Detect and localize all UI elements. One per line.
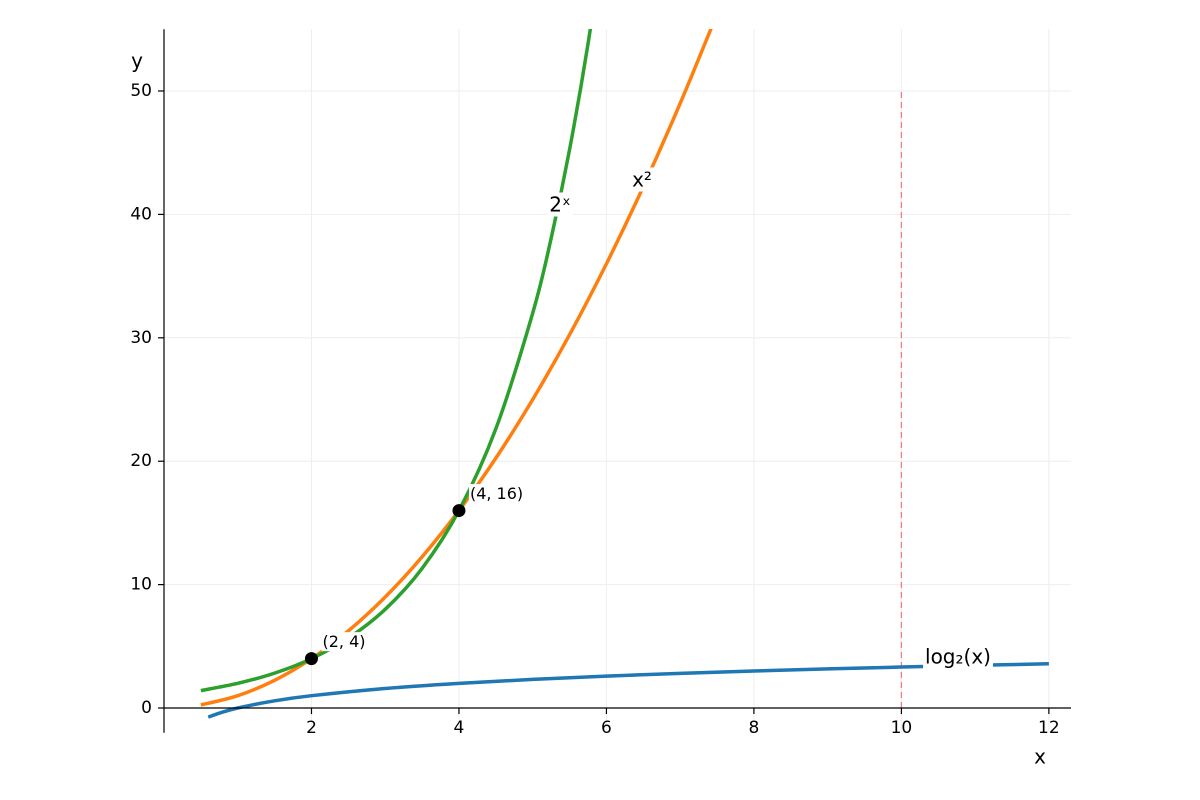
label-background: [321, 632, 367, 652]
y-tick-label: 20: [130, 451, 152, 471]
x-axis-label: x: [1034, 745, 1046, 769]
series-line: [207, 662, 1049, 719]
x-tick-label: 2: [306, 718, 317, 738]
y-tick-label: 0: [141, 698, 152, 718]
series-label: x²: [632, 168, 652, 192]
point-label: (2, 4): [322, 632, 365, 651]
y-tick-label: 50: [130, 81, 152, 101]
point: [304, 652, 318, 666]
overlay: 2 4 6 8 10 12 0 10 20 30 40 50 log₂(x) x² 2ˣ (2, 4) (4, …: [130, 29, 1071, 738]
y-tick-label: 10: [130, 575, 152, 595]
series-label: log₂(x): [925, 645, 991, 669]
y-tick-label: 30: [130, 328, 152, 348]
x-tick-label: 6: [601, 718, 612, 738]
x-tick-label: 10: [891, 718, 913, 738]
point-label: (4, 16): [470, 484, 523, 503]
label-background: [468, 484, 525, 504]
series-label: 2ˣ: [549, 193, 571, 217]
x-tick-label: 8: [749, 718, 760, 738]
grid: [164, 29, 1071, 733]
x-tick-label: 12: [1038, 718, 1060, 738]
label-background: [923, 644, 993, 669]
y-axis-label: y: [131, 49, 143, 73]
label-background: [630, 167, 654, 192]
x-tick-label: 4: [454, 718, 465, 738]
plot-area: [200, 29, 1049, 719]
series-line: [200, 29, 593, 693]
label-background: [547, 192, 573, 217]
point: [452, 504, 466, 518]
y-tick-label: 40: [130, 204, 152, 224]
